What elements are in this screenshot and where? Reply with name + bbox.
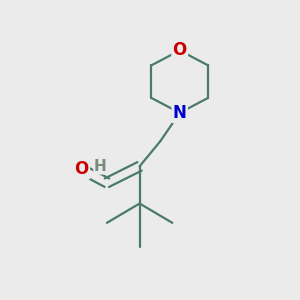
Text: N: N (173, 104, 187, 122)
Text: O: O (172, 41, 187, 59)
Text: H: H (94, 159, 107, 174)
Text: O: O (74, 160, 89, 178)
